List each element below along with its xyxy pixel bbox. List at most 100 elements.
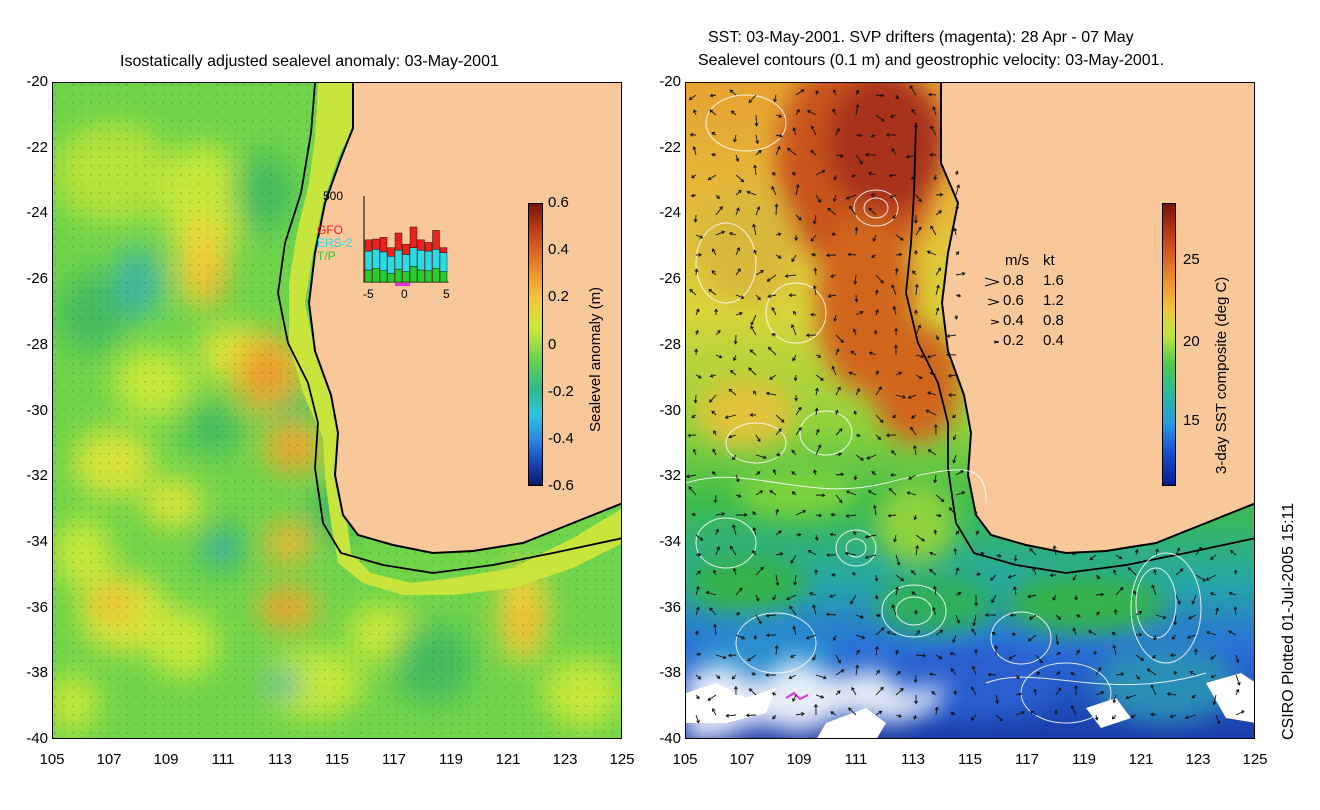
- y-tick-label: -20: [26, 73, 48, 90]
- velocity-arrow: [795, 108, 800, 116]
- velocity-arrow: [895, 234, 904, 241]
- velocity-arrow: [734, 685, 738, 696]
- velocity-arrow: [831, 232, 837, 237]
- velocity-arrow: [1186, 634, 1197, 639]
- velocity-arrow: [754, 114, 759, 127]
- velocity-arrow: [1054, 709, 1058, 716]
- velocity-arrow: [695, 585, 700, 596]
- velocity-arrow: [855, 649, 860, 656]
- velocity-arrow: [745, 713, 757, 718]
- velocity-arrow: [1049, 573, 1057, 578]
- velocity-arrow: [1089, 554, 1097, 561]
- x-tick-label: 115: [958, 751, 982, 768]
- velocity-arrow: [1052, 594, 1057, 601]
- velocity-arrow: [872, 504, 877, 516]
- velocity-arrow: [911, 108, 917, 116]
- velocity-arrow: [935, 210, 942, 216]
- velocity-arrow: [689, 132, 697, 137]
- inset-bar-gfo: [402, 243, 410, 255]
- velocity-arrow: [845, 490, 857, 496]
- velocity-arrow: [752, 511, 757, 516]
- velocity-arrow: [1209, 592, 1217, 596]
- velocity-arrow: [1008, 654, 1017, 660]
- velocity-arrow: [873, 329, 878, 336]
- velocity-arrow: [715, 512, 726, 516]
- inset-bar-ers: [372, 249, 380, 269]
- velocity-arrow: [695, 694, 700, 700]
- velocity-arrow: [915, 354, 925, 359]
- velocity-arrow: [833, 174, 838, 181]
- velocity-arrow: [912, 270, 917, 276]
- velocity-arrow: [791, 254, 797, 263]
- velocity-arrow: [866, 454, 877, 460]
- velocity-arrow: [914, 309, 918, 316]
- velocity-arrow: [935, 284, 940, 296]
- velocity-arrow: [972, 614, 977, 627]
- velocity-arrow: [847, 252, 857, 257]
- velocity-arrow: [695, 253, 703, 257]
- velocity-arrow: [733, 334, 738, 345]
- inset-bar-gfo: [409, 226, 418, 248]
- velocity-arrow: [812, 285, 817, 296]
- velocity-arrow: [705, 590, 717, 596]
- velocity-arrow: [795, 426, 802, 436]
- x-tick-label: 113: [901, 751, 925, 768]
- velocity-arrow: [1015, 711, 1025, 716]
- y-tick-label: -34: [26, 532, 48, 550]
- velocity-arrow: [875, 686, 884, 696]
- velocity-arrow: [1235, 710, 1245, 716]
- velocity-arrow: [995, 694, 1000, 705]
- velocity-arrow: [695, 374, 702, 379]
- velocity-arrow: [825, 612, 837, 617]
- y-tick-label: -28: [26, 335, 48, 353]
- velocity-arrow: [1055, 671, 1061, 676]
- velocity-arrow: [952, 634, 957, 644]
- velocity-arrow: [895, 252, 903, 257]
- velocity-arrow: [775, 552, 784, 556]
- velocity-arrow: [848, 205, 857, 216]
- left-panel-title: Isostatically adjusted sealevel anomaly:…: [120, 53, 499, 70]
- velocity-arrow: [955, 567, 960, 576]
- velocity-arrow: [711, 152, 717, 157]
- velocity-arrow: [1191, 594, 1197, 605]
- y-tick-label: -36: [659, 598, 681, 616]
- velocity-arrow: [794, 234, 799, 242]
- velocity-arrow: [775, 530, 782, 536]
- x-tick-label: 121: [1128, 751, 1154, 768]
- velocity-arrow: [815, 428, 820, 436]
- velocity-arrow: [807, 549, 817, 556]
- velocity-arrow: [751, 672, 757, 676]
- velocity-arrow: [895, 649, 899, 656]
- x-tick-label: 119: [439, 751, 463, 768]
- velocity-arrow: [746, 190, 757, 196]
- velocity-arrow: [830, 512, 837, 517]
- velocity-arrow: [791, 172, 797, 176]
- velocity-arrow: [815, 444, 822, 456]
- velocity-arrow: [935, 654, 943, 659]
- velocity-arrow: [692, 448, 697, 456]
- velocity-arrow: [1035, 654, 1043, 664]
- velocity-legend-arrow: [990, 315, 1000, 327]
- velocity-arrow: [789, 605, 797, 616]
- velocity-arrow: [868, 207, 877, 216]
- velocity-arrow: [1029, 547, 1037, 556]
- velocity-arrow: [955, 614, 960, 624]
- velocity-arrow: [690, 174, 697, 179]
- velocity-arrow: [1095, 592, 1105, 597]
- velocity-arrow: [935, 629, 944, 636]
- velocity-arrow: [725, 713, 737, 718]
- velocity-arrow: [695, 652, 702, 657]
- velocity-arrow: [933, 174, 938, 181]
- velocity-arrow: [735, 154, 740, 163]
- velocity-arrow: [907, 394, 917, 399]
- velocity-arrow: [1233, 569, 1238, 576]
- sst-colorbar-tick: 20: [1183, 332, 1200, 350]
- velocity-arrow: [895, 394, 907, 399]
- velocity-arrow: [891, 604, 897, 616]
- sst-colorbar-label: 3-day SST composite (deg C): [1213, 276, 1230, 474]
- velocity-arrow: [1075, 649, 1080, 656]
- velocity-arrow: [709, 607, 717, 616]
- velocity-arrow: [933, 474, 938, 484]
- velocity-arrow: [895, 94, 899, 100]
- velocity-arrow: [889, 194, 897, 199]
